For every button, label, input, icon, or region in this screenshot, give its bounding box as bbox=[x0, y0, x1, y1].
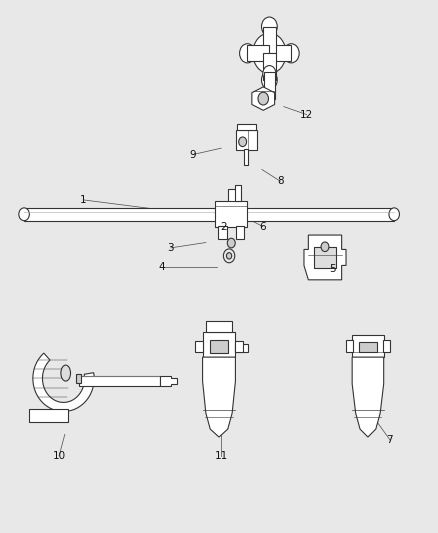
Bar bbox=[215, 201, 247, 227]
Polygon shape bbox=[236, 344, 248, 352]
Polygon shape bbox=[160, 376, 177, 386]
Circle shape bbox=[258, 92, 268, 105]
Bar bbox=[346, 340, 353, 352]
Circle shape bbox=[321, 242, 329, 252]
Circle shape bbox=[264, 92, 275, 105]
Bar bbox=[206, 321, 232, 332]
Bar bbox=[234, 341, 244, 352]
Circle shape bbox=[283, 44, 299, 63]
Text: 7: 7 bbox=[386, 435, 393, 445]
Bar bbox=[244, 149, 248, 165]
Circle shape bbox=[261, 70, 277, 90]
Bar bbox=[236, 130, 257, 150]
Bar bbox=[24, 208, 394, 221]
Bar bbox=[264, 72, 275, 99]
Text: 4: 4 bbox=[159, 262, 166, 271]
Bar bbox=[218, 226, 227, 239]
Bar bbox=[210, 340, 228, 353]
Bar bbox=[79, 376, 160, 386]
Polygon shape bbox=[29, 409, 68, 422]
Circle shape bbox=[263, 66, 276, 82]
Text: 10: 10 bbox=[53, 451, 66, 461]
Circle shape bbox=[389, 208, 399, 221]
Text: 5: 5 bbox=[329, 264, 336, 274]
Text: 12: 12 bbox=[300, 110, 313, 119]
Circle shape bbox=[226, 253, 232, 259]
Bar bbox=[314, 247, 336, 268]
Circle shape bbox=[240, 44, 255, 63]
Bar bbox=[236, 226, 244, 239]
Polygon shape bbox=[33, 353, 94, 411]
Bar bbox=[194, 341, 203, 352]
Bar bbox=[247, 45, 269, 61]
Bar bbox=[202, 332, 236, 357]
Bar bbox=[383, 340, 390, 352]
Bar bbox=[263, 27, 276, 53]
Bar bbox=[269, 45, 291, 61]
Ellipse shape bbox=[61, 365, 71, 381]
Bar bbox=[228, 189, 237, 215]
Text: 9: 9 bbox=[189, 150, 196, 159]
Circle shape bbox=[261, 17, 277, 36]
Text: 8: 8 bbox=[277, 176, 284, 186]
Bar bbox=[235, 185, 241, 201]
Polygon shape bbox=[252, 87, 275, 110]
Circle shape bbox=[227, 238, 235, 248]
Bar bbox=[352, 335, 384, 357]
Circle shape bbox=[19, 208, 29, 221]
Polygon shape bbox=[352, 357, 384, 437]
Text: 3: 3 bbox=[167, 243, 174, 253]
Text: 11: 11 bbox=[215, 451, 228, 461]
Polygon shape bbox=[202, 357, 236, 437]
Bar bbox=[359, 342, 377, 352]
Bar bbox=[76, 374, 81, 383]
Circle shape bbox=[253, 33, 286, 74]
Text: 6: 6 bbox=[259, 222, 266, 231]
Circle shape bbox=[239, 137, 247, 147]
Text: 2: 2 bbox=[220, 222, 227, 231]
Polygon shape bbox=[304, 235, 346, 280]
Bar bbox=[263, 53, 276, 80]
Text: 1: 1 bbox=[80, 195, 87, 205]
Bar bbox=[237, 124, 256, 130]
